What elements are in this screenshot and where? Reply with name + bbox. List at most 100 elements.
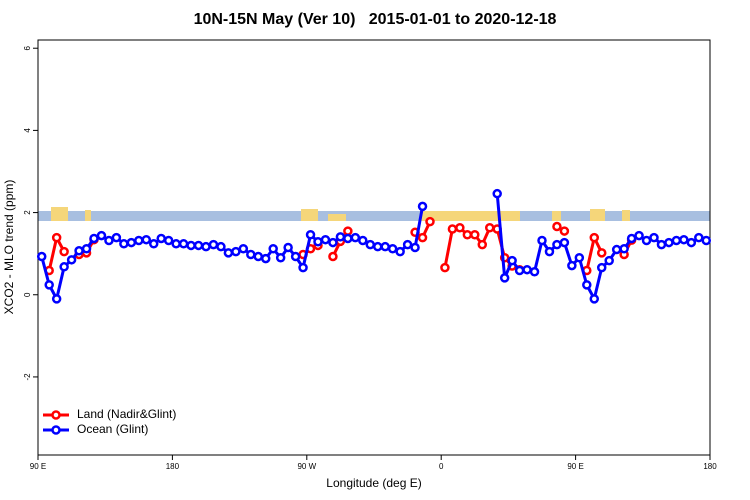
map-strip <box>38 207 710 221</box>
data-point <box>686 237 697 248</box>
data-point <box>567 260 577 271</box>
data-point <box>246 249 256 260</box>
data-point <box>186 240 196 251</box>
data-point <box>492 188 502 199</box>
data-point <box>582 280 592 290</box>
data-point <box>148 239 159 249</box>
data-point <box>290 251 301 262</box>
data-point <box>619 243 629 254</box>
data-point <box>701 235 712 246</box>
data-point <box>679 234 689 245</box>
data-point <box>328 251 338 262</box>
data-point <box>51 294 62 304</box>
data-point <box>335 232 346 242</box>
data-point <box>141 234 152 245</box>
data-point <box>559 226 570 236</box>
data-point <box>178 239 189 249</box>
legend-label: Ocean (Glint) <box>77 422 148 436</box>
data-point <box>694 232 704 243</box>
data-point <box>425 216 435 227</box>
data-point <box>559 237 570 248</box>
data-point <box>514 265 525 276</box>
data-point <box>410 242 420 253</box>
y-axis-label: XCO2 - MLO trend (ppm) <box>2 180 16 315</box>
data-point <box>223 248 234 258</box>
data-point <box>671 235 682 246</box>
data-point <box>417 201 428 212</box>
data-point <box>111 232 122 243</box>
y-tick-label: 2 <box>23 210 32 215</box>
data-point <box>552 221 562 232</box>
data-point <box>36 251 47 262</box>
legend-marker <box>51 425 61 435</box>
data-point <box>641 235 652 246</box>
data-point <box>313 236 323 247</box>
y-tick-label: 0 <box>23 292 32 297</box>
data-point <box>507 255 517 266</box>
data-point <box>96 230 107 241</box>
data-point <box>216 241 226 252</box>
data-point <box>253 251 264 262</box>
y-tick-label: -2 <box>23 373 32 381</box>
data-point <box>484 223 495 233</box>
data-point <box>574 253 585 263</box>
x-axis-label: Longitude (deg E) <box>326 476 421 490</box>
data-point <box>89 233 99 244</box>
y-tick-label: 4 <box>23 128 32 133</box>
legend-label: Land (Nadir&Glint) <box>77 407 176 421</box>
data-point <box>193 240 204 251</box>
data-point <box>395 246 405 257</box>
data-point <box>462 230 473 240</box>
data-point <box>455 223 465 233</box>
data-point <box>156 233 166 244</box>
data-point <box>350 232 361 243</box>
data-point <box>238 243 249 254</box>
data-point <box>589 294 600 304</box>
data-point <box>44 280 54 290</box>
data-point <box>320 234 331 245</box>
data-point <box>260 253 271 264</box>
data-point <box>201 241 211 252</box>
x-tick-label: 90 E <box>30 462 46 471</box>
data-point <box>387 243 398 254</box>
data-point <box>163 235 174 246</box>
data-point <box>126 237 137 248</box>
data-point <box>499 273 510 283</box>
data-point <box>611 244 622 255</box>
data-point <box>208 239 219 250</box>
data-point <box>171 239 181 249</box>
data-point <box>365 239 376 250</box>
data-point <box>522 264 532 275</box>
data-point <box>589 232 600 243</box>
data-point <box>552 239 562 250</box>
data-point <box>529 266 540 277</box>
data-point <box>440 262 450 273</box>
data-point <box>537 235 547 246</box>
data-point <box>447 224 458 234</box>
data-point <box>596 262 607 273</box>
data-point <box>283 242 293 253</box>
data-point <box>59 246 69 257</box>
data-point <box>634 230 644 241</box>
data-point <box>596 248 607 258</box>
data-point <box>104 235 114 246</box>
data-point <box>275 253 286 263</box>
data-point <box>343 226 353 236</box>
data-point <box>626 233 637 244</box>
data-point <box>470 230 480 240</box>
data-point <box>417 232 428 243</box>
data-point <box>74 246 84 256</box>
x-tick-label: 90 E <box>567 462 583 471</box>
data-point <box>372 241 383 252</box>
plot-frame <box>37 39 711 456</box>
y-tick-label: 6 <box>23 45 32 50</box>
x-tick-label: 0 <box>439 462 444 471</box>
data-point <box>343 233 353 244</box>
chart-title: 10N-15N May (Ver 10) 2015-01-01 to 2020-… <box>194 11 557 28</box>
data-point <box>81 243 92 254</box>
data-point <box>268 243 278 254</box>
x-tick-label: 90 W <box>297 462 316 471</box>
data-point <box>380 241 390 252</box>
data-point <box>402 239 413 250</box>
